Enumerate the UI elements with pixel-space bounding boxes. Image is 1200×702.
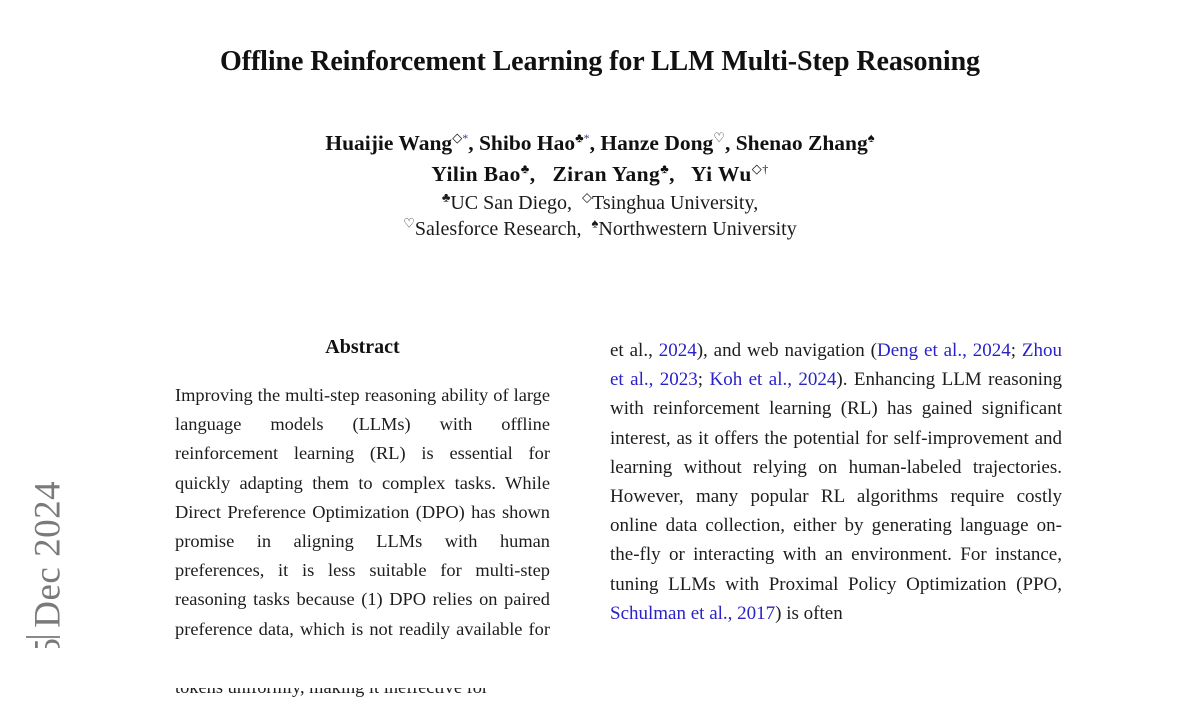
intro-text: et al., 2024), and web navigation (Deng … xyxy=(610,336,1062,628)
author-affiliation-mark: ♣ xyxy=(660,160,670,176)
body-text-run: ). Enhancing LLM reasoning with reinforc… xyxy=(610,369,1062,595)
author-affiliation-mark: ♡ xyxy=(713,129,725,145)
author-name: Yi Wu xyxy=(691,162,752,186)
arxiv-date-vertical: 25 Dec 2024 xyxy=(27,480,69,676)
author-name: Huaijie Wang xyxy=(325,131,453,155)
equal-contribution-mark: * xyxy=(462,130,469,145)
author-block: Huaijie Wang◇*, Shibo Hao♣*, Hanze Dong♡… xyxy=(100,128,1100,190)
arxiv-stamp-rule xyxy=(26,636,60,638)
author-name: Hanze Dong xyxy=(600,131,714,155)
body-text-run: ; xyxy=(697,369,710,391)
citation-link[interactable]: Zhou et al., 2023 xyxy=(610,340,1062,391)
author-name: Yilin Bao xyxy=(431,162,521,186)
affiliation-block: ♣UC San Diego, ◇Tsinghua University, ♡Sa… xyxy=(100,190,1100,242)
citation-link[interactable]: Koh et al., 2024 xyxy=(709,369,837,391)
author-affiliation-mark: ♠ xyxy=(867,129,875,145)
citation-link[interactable]: Deng et al., 2024 xyxy=(876,340,1011,361)
author-affiliation-mark: ◇ xyxy=(452,129,463,145)
citation-link[interactable]: 2024 xyxy=(658,340,697,361)
author-affiliation-mark: ◇ xyxy=(751,160,763,176)
affiliation-name: UC San Diego, xyxy=(450,192,583,214)
page-bottom-cut xyxy=(0,648,1200,688)
affiliation-mark: ♠ xyxy=(591,215,599,231)
paper-page: 25 Dec 2024 Offline Reinforcement Learni… xyxy=(0,0,1100,698)
affiliation-line-1: ♣UC San Diego, ◇Tsinghua University, xyxy=(100,190,1100,216)
author-separator: , xyxy=(589,131,601,155)
author-name: Shibo Hao xyxy=(478,131,576,155)
affiliation-mark: ♡ xyxy=(403,215,415,231)
author-line-1: Huaijie Wang◇*, Shibo Hao♣*, Hanze Dong♡… xyxy=(100,128,1100,159)
author-affiliation-mark: ♣ xyxy=(575,129,584,145)
author-name: Shenao Zhang xyxy=(735,131,868,155)
affiliation-mark: ♣ xyxy=(441,189,451,205)
body-text-run: ), and web navigation ( xyxy=(696,340,877,361)
left-column: Abstract Improving the multi-step reason… xyxy=(175,336,550,702)
author-affiliation-mark: ♣ xyxy=(520,160,530,176)
arxiv-margin-stamp: 25 Dec 2024 xyxy=(0,0,100,676)
paper-title: Offline Reinforcement Learning for LLM M… xyxy=(220,46,980,77)
abstract-heading: Abstract xyxy=(325,336,400,358)
affiliation-line-2: ♡Salesforce Research, ♠Northwestern Univ… xyxy=(100,216,1100,242)
author-separator: , xyxy=(724,131,736,155)
author-name: Ziran Yang xyxy=(552,162,661,186)
corresponding-author-mark: † xyxy=(762,161,769,176)
abstract-text: Improving the multi-step reasoning abili… xyxy=(175,385,550,697)
affiliation-mark: ◇ xyxy=(582,189,593,205)
affiliation-name: Tsinghua University, xyxy=(592,192,759,214)
body-text-run: et al., xyxy=(610,340,659,361)
author-separator: , xyxy=(468,131,479,155)
author-line-2: Yilin Bao♣, Ziran Yang♣, Yi Wu◇† xyxy=(100,159,1100,190)
citation-link[interactable]: Schulman et al., 2017 xyxy=(610,602,776,624)
body-text-run: ) is often xyxy=(775,602,843,624)
affiliation-name: Northwestern University xyxy=(598,218,797,240)
right-column: et al., 2024), and web navigation (Deng … xyxy=(610,336,1062,628)
body-text-run: ; xyxy=(1010,340,1022,361)
author-separator: , xyxy=(529,162,553,186)
affiliation-name: Salesforce Research, xyxy=(414,218,592,240)
author-separator: , xyxy=(669,162,692,186)
equal-contribution-mark: * xyxy=(583,130,590,145)
